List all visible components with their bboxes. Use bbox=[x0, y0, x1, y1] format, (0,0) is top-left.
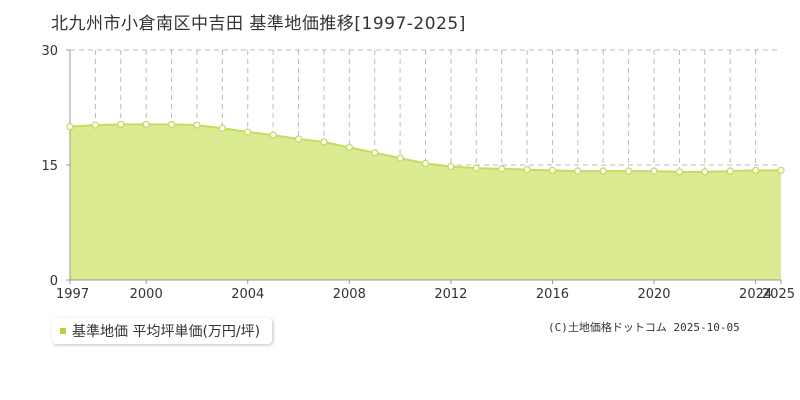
x-tick-label: 2024 bbox=[739, 287, 772, 300]
y-tick-label: 0 bbox=[50, 274, 58, 289]
data-point bbox=[574, 167, 582, 175]
data-point bbox=[523, 165, 531, 174]
data-point bbox=[498, 165, 506, 173]
data-point bbox=[244, 128, 252, 136]
data-point bbox=[294, 135, 303, 143]
data-point bbox=[142, 120, 150, 129]
data-point bbox=[345, 143, 353, 152]
data-point bbox=[701, 168, 709, 176]
data-point bbox=[218, 124, 227, 132]
data-point bbox=[548, 166, 557, 175]
legend-label: 基準地価 平均坪単価(万円/坪) bbox=[72, 324, 261, 340]
y-tick-label: 30 bbox=[41, 44, 58, 59]
x-tick-label: 2020 bbox=[637, 287, 670, 300]
copyright-credit: (C)土地価格ドットコム 2025-10-05 bbox=[548, 321, 740, 334]
data-point bbox=[599, 167, 607, 175]
data-point bbox=[650, 167, 658, 175]
data-point bbox=[371, 149, 379, 157]
x-tick-label: 2008 bbox=[333, 287, 366, 300]
data-point bbox=[726, 167, 734, 175]
data-point bbox=[421, 159, 430, 168]
x-tick-label: 2025 bbox=[762, 287, 795, 300]
data-point bbox=[320, 138, 328, 146]
x-tick-label: 1997 bbox=[56, 287, 89, 300]
x-tick-label: 2016 bbox=[536, 287, 569, 300]
data-point bbox=[167, 120, 176, 129]
legend-swatch bbox=[60, 328, 66, 334]
data-point bbox=[269, 131, 277, 139]
chart-title: 北九州市小倉南区中吉田 基準地価推移[1997-2025] bbox=[51, 14, 466, 34]
data-point bbox=[624, 167, 633, 175]
data-point bbox=[472, 164, 480, 172]
data-point bbox=[777, 166, 785, 175]
data-point bbox=[751, 166, 760, 175]
legend: 基準地価 平均坪単価(万円/坪) bbox=[52, 318, 273, 344]
series-area bbox=[70, 124, 781, 280]
data-point bbox=[91, 121, 100, 129]
data-point bbox=[675, 168, 684, 176]
y-tick-label: 15 bbox=[41, 159, 58, 174]
x-tick-label: 2000 bbox=[130, 287, 163, 300]
data-point bbox=[447, 162, 455, 171]
x-tick-label: 2004 bbox=[231, 287, 264, 300]
data-point bbox=[117, 120, 125, 129]
data-point bbox=[193, 121, 201, 129]
chart-area: 0 15 30 1997 2000 2004 2008 2012 2016 2020 2024202… bbox=[41, 44, 795, 300]
data-point bbox=[66, 123, 74, 131]
x-tick-label: 2012 bbox=[434, 287, 467, 300]
data-point bbox=[396, 154, 404, 162]
